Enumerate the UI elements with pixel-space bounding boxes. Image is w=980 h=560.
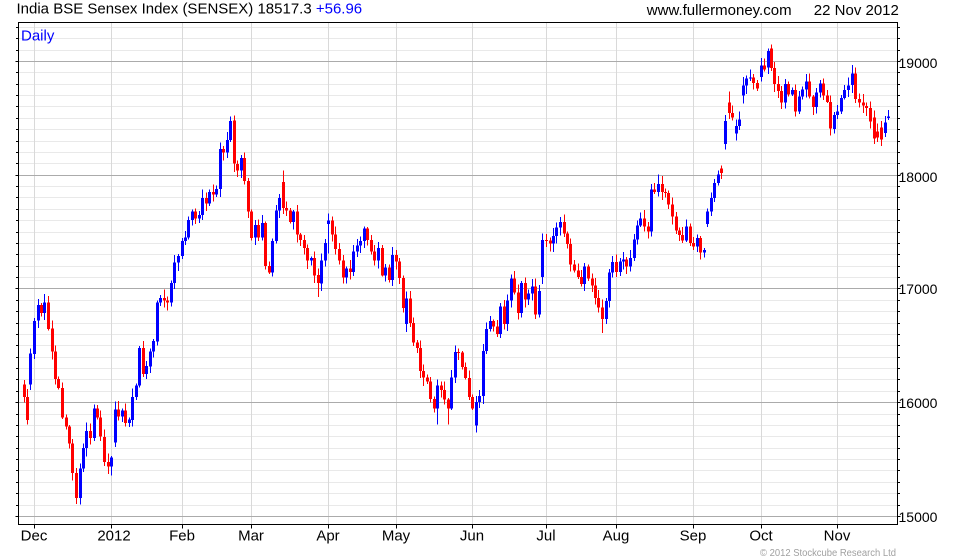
svg-text:India BSE Sensex Index (SENSEX: India BSE Sensex Index (SENSEX) 18517.3 … — [17, 1, 363, 18]
svg-text:Oct: Oct — [749, 528, 773, 545]
svg-text:2012: 2012 — [97, 528, 130, 545]
svg-text:16000: 16000 — [899, 395, 938, 411]
svg-text:17000: 17000 — [899, 281, 938, 297]
svg-text:22 Nov 2012: 22 Nov 2012 — [814, 2, 899, 19]
svg-text:19000: 19000 — [899, 55, 938, 71]
svg-text:Jun: Jun — [460, 528, 484, 545]
svg-text:Nov: Nov — [824, 528, 851, 545]
svg-text:Dec: Dec — [21, 528, 48, 545]
svg-text:Sep: Sep — [680, 528, 707, 545]
svg-text:www.fullermoney.com: www.fullermoney.com — [646, 2, 792, 19]
svg-text:Aug: Aug — [603, 528, 630, 545]
svg-text:May: May — [382, 528, 411, 545]
svg-text:18000: 18000 — [899, 169, 938, 185]
svg-text:Apr: Apr — [316, 528, 339, 545]
svg-text:© 2012 Stockcube Research Ltd: © 2012 Stockcube Research Ltd — [760, 548, 896, 559]
svg-text:Jul: Jul — [536, 528, 555, 545]
svg-text:15000: 15000 — [899, 509, 938, 525]
svg-text:Feb: Feb — [169, 528, 195, 545]
svg-text:Daily: Daily — [21, 28, 55, 45]
svg-text:Mar: Mar — [238, 528, 264, 545]
